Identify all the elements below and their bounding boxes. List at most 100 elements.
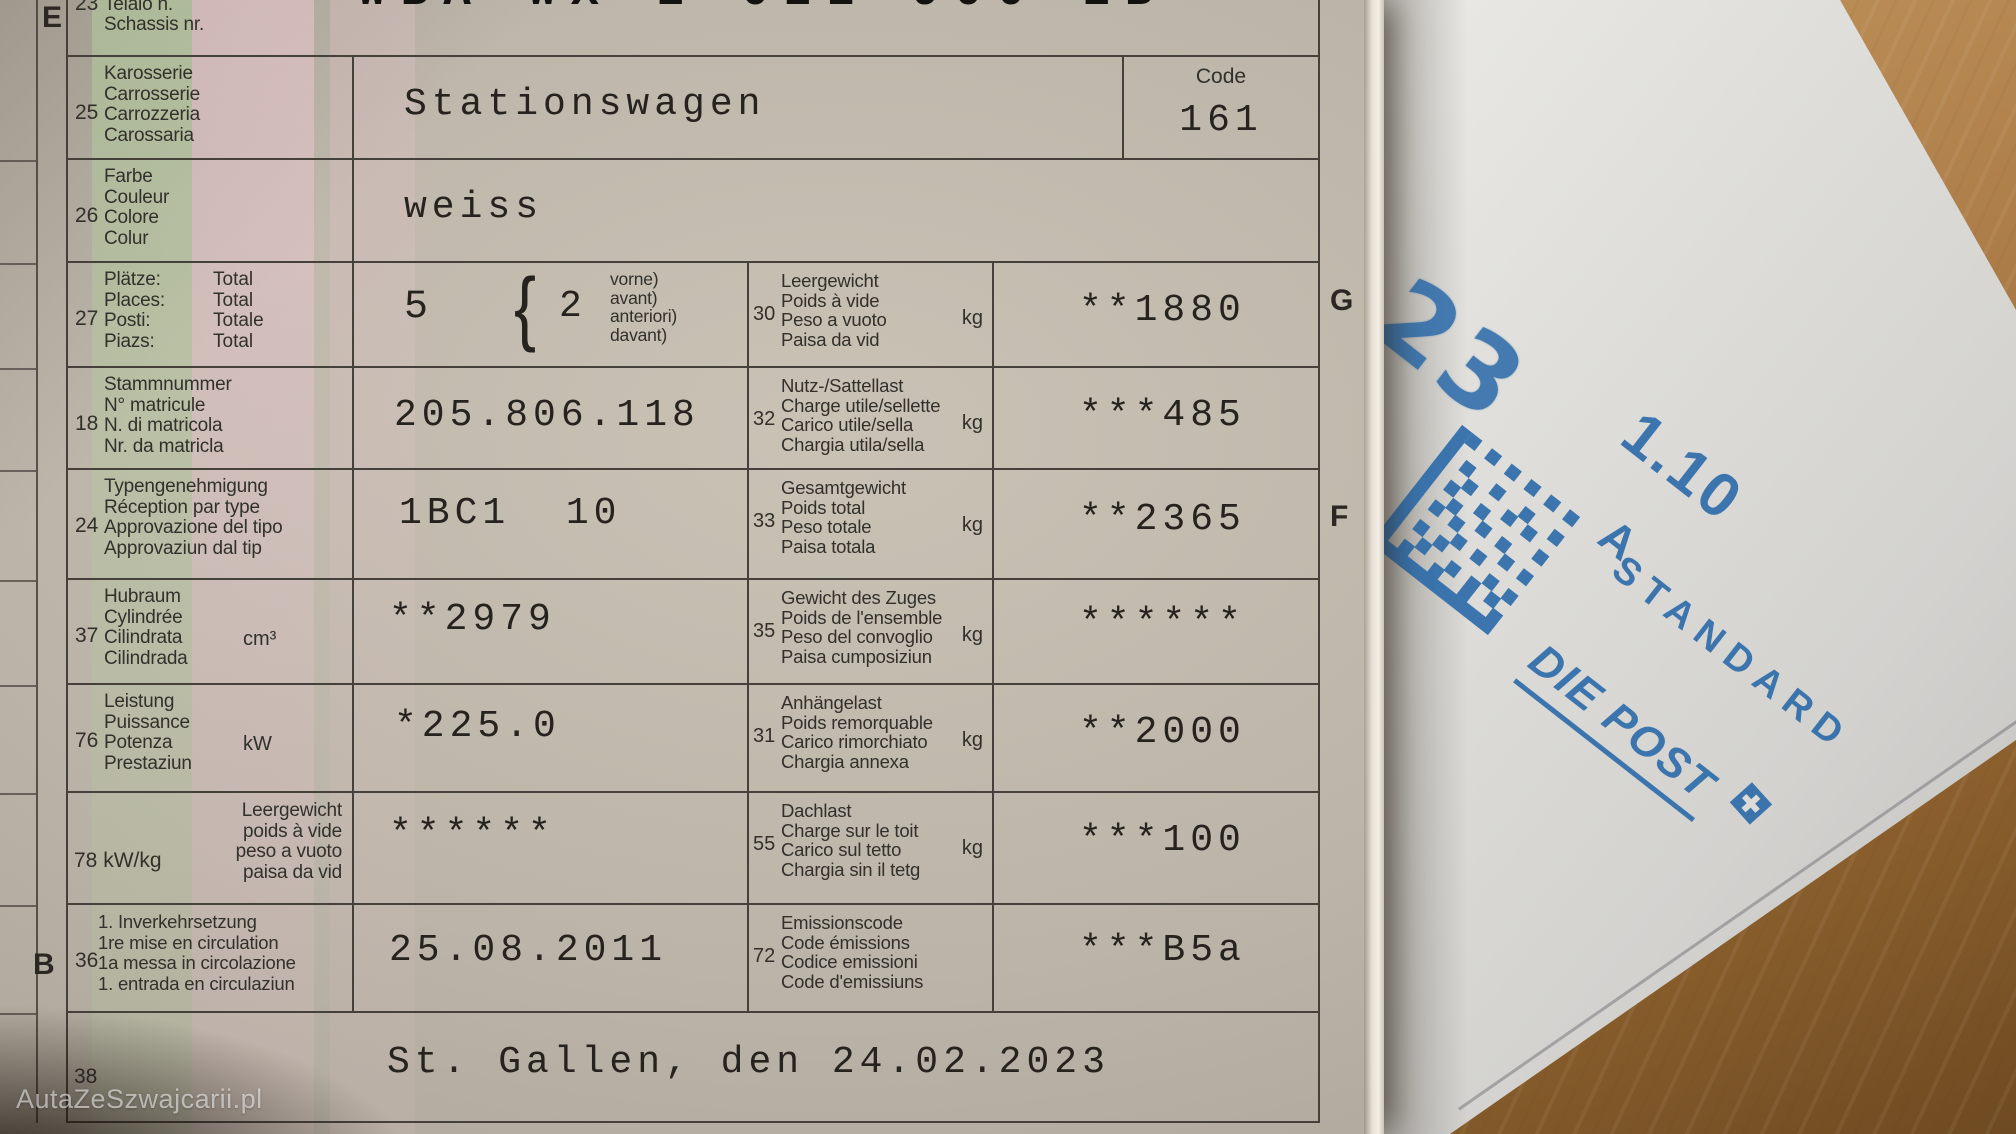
field-labels: Châssis no Telaio n. Schassis nr. <box>68 0 352 36</box>
swiss-post-logo: DIE POST <box>1513 635 1773 825</box>
unit-label: kg <box>961 729 983 751</box>
label-line: Codice emissioni <box>781 951 918 972</box>
row-27-plaetze: 27 Plätze: Places: Posti: Piazs: Total T… <box>68 260 1318 368</box>
registration-table: 23 Châssis no Telaio n. Schassis nr. WBA… <box>66 0 1320 1123</box>
label-line: anteriori) <box>610 306 678 326</box>
row-number: 76 <box>75 729 99 752</box>
label-line: Paisa totala <box>781 535 876 557</box>
field-labels: Plätze: Places: Posti: Piazs: <box>68 263 352 352</box>
label-line: Couleur <box>104 186 170 208</box>
margin-letter-e: E <box>42 1 63 34</box>
unit-label: kW <box>243 733 272 755</box>
seats-total-value: 5 <box>404 285 434 330</box>
row-number: 31 <box>753 725 776 747</box>
code-value: 161 <box>1179 99 1263 142</box>
label-line: Karosserie <box>104 63 193 84</box>
label-line: Paisa da vid <box>781 328 880 350</box>
label-line: Peso del convoglio <box>781 626 933 647</box>
cell-right-value: **2365 <box>992 470 1318 578</box>
row-78-kw-kg: 78 kW/kg Leergewicht poids à vide peso a… <box>68 793 1318 905</box>
label-line: Farbe <box>104 166 153 187</box>
cell-right-value: **1880 <box>992 263 1318 366</box>
row-number: 24 <box>75 514 99 537</box>
datamatrix-barcode-icon <box>1369 424 1581 636</box>
cell-value: **2979 <box>352 580 747 683</box>
cell-label: 24 Typengenehmigung Réception par type A… <box>68 470 352 578</box>
label-line: davant) <box>610 324 667 345</box>
payload-value: ***485 <box>1079 394 1246 437</box>
row-divider-tick <box>0 793 36 795</box>
cell-mid-label: 35 Gewicht des Zuges Poids de l'ensemble… <box>747 580 992 683</box>
empty-weight-value: **1880 <box>1079 289 1246 332</box>
total-weight-value: **2365 <box>1079 498 1246 541</box>
row-24-typengenehmigung: 24 Typengenehmigung Réception par type A… <box>68 470 1318 580</box>
row-number: 55 <box>753 833 776 855</box>
emission-code-value: ***B5a <box>1079 929 1246 972</box>
label-line: Gesamtgewicht <box>781 477 906 498</box>
margin-letter-b: B <box>33 948 55 981</box>
field-labels: Anhängelast Poids remorquable Carico rim… <box>749 685 992 771</box>
label-line: Chargia sin il tetg <box>781 858 921 880</box>
label-line: 1. Inverkehrsetzung <box>98 911 257 932</box>
field-labels: Hubraum Cylindrée Cilindrata Cilindrada <box>68 580 352 669</box>
row-37-hubraum: 37 Hubraum Cylindrée Cilindrata Cilindra… <box>68 580 1318 685</box>
field-labels: Leistung Puissance Potenza Prestaziun <box>68 685 352 774</box>
label-line: peso a vuoto <box>235 841 343 862</box>
seats-front-value: 2 <box>559 285 587 328</box>
swiss-cross-flag-icon <box>1730 782 1773 825</box>
label-line: Total <box>213 269 254 290</box>
swiss-post-logo-text: DIE POST <box>1519 635 1725 810</box>
label-line: Prestaziun <box>104 752 192 774</box>
unit-label: kg <box>961 837 983 859</box>
cell-value: 5 { 2 vorne) avant) anteriori) davant) <box>352 260 747 366</box>
label-line: Réception par type <box>104 496 260 518</box>
unit-label: kg <box>961 514 983 536</box>
row-number: 78 kW/kg <box>74 849 162 872</box>
row-divider-tick <box>0 160 36 162</box>
label-line: Leistung <box>104 691 175 712</box>
cell-right-value: ***485 <box>992 368 1318 468</box>
cell-label: 37 Hubraum Cylindrée Cilindrata Cilindra… <box>68 580 352 683</box>
cell-label: 78 kW/kg Leergewicht poids à vide peso a… <box>68 793 352 903</box>
code-label: Code <box>1195 65 1247 88</box>
label-line: Schassis nr. <box>104 14 205 35</box>
label-line: Poids total <box>781 496 866 518</box>
type-approval-value: 1BC1 10 <box>399 492 622 535</box>
label-line: Leergewicht <box>781 270 879 291</box>
row-number: 72 <box>753 945 776 967</box>
label-line: Carico sul tetto <box>781 839 902 860</box>
row-number: 32 <box>753 408 776 430</box>
label-line: Cylindrée <box>104 606 183 628</box>
label-line: Charge utile/sellette <box>781 394 941 416</box>
page-fold-line <box>36 0 38 1123</box>
margin-letter-f: F <box>1330 500 1349 533</box>
label-line: Cilindrada <box>104 647 188 669</box>
label-line: N. di matricola <box>104 415 223 436</box>
cell-right-value: ***100 <box>992 793 1318 903</box>
row-76-leistung: 76 Leistung Puissance Potenza Prestaziun… <box>68 685 1318 793</box>
row-number: 23 <box>75 0 99 15</box>
power-value: *225.0 <box>394 705 561 748</box>
first-registration-value: 25.08.2011 <box>389 929 668 972</box>
label-line: Nutz-/Sattellast <box>781 375 904 396</box>
label-line: Chargia annexa <box>781 750 909 772</box>
field-labels: Typengenehmigung Réception par type Appr… <box>68 470 352 559</box>
row-number: 33 <box>753 510 776 532</box>
cell-label: 25 Karosserie Carrosserie Carrozzeria Ca… <box>68 57 352 158</box>
cell-value: 205.806.118 <box>352 368 747 468</box>
cell-value: Stationswagen <box>352 57 1122 158</box>
cell-value: 1BC1 10 <box>352 470 747 578</box>
label-line: Telaio n. <box>104 0 173 15</box>
label-line: Code émissions <box>781 931 910 953</box>
train-weight-value: ****** <box>1079 602 1246 645</box>
cell-label: 27 Plätze: Places: Posti: Piazs: Total T… <box>68 263 352 366</box>
field-labels: Farbe Couleur Colore Colur <box>68 160 352 249</box>
row-26-farbe: 26 Farbe Couleur Colore Colur weiss <box>68 160 1318 263</box>
label-line: Carico utile/sella <box>781 414 914 435</box>
unit-label: kg <box>961 624 983 646</box>
label-line: Piazs: <box>104 330 155 352</box>
unit-label: kg <box>961 307 983 329</box>
cell-mid-label: 30 Leergewicht Poids à vide Peso a vuoto… <box>747 263 992 366</box>
roof-load-value: ***100 <box>1079 819 1246 862</box>
